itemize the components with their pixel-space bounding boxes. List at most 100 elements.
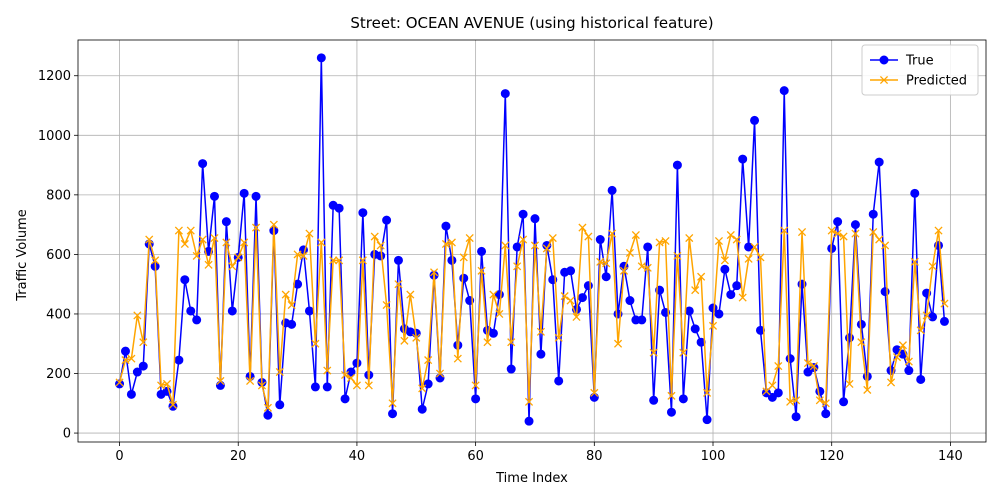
x-marker-stroke [204, 260, 213, 269]
x-marker-stroke [792, 396, 801, 405]
data-point-true [334, 203, 344, 213]
data-point-predicted [424, 356, 433, 365]
data-point-true [791, 412, 801, 422]
x-marker-stroke [133, 311, 142, 320]
data-point-predicted [489, 290, 498, 299]
x-marker-stroke [744, 254, 753, 263]
x-tick-label: 100 [701, 449, 726, 464]
data-point-predicted [708, 321, 718, 330]
x-tick-label: 60 [467, 449, 484, 464]
data-point-true [845, 333, 855, 343]
x-marker-stroke [815, 396, 824, 405]
x-marker-stroke [346, 373, 356, 383]
data-point-true [726, 290, 736, 300]
data-point-predicted [121, 356, 130, 365]
data-point-true [239, 188, 249, 198]
data-point-true [388, 409, 398, 419]
data-point-predicted [412, 333, 421, 342]
data-point-predicted [554, 333, 563, 342]
x-marker-stroke [376, 241, 385, 250]
x-marker-stroke [916, 326, 925, 335]
x-marker-stroke [174, 226, 183, 235]
data-point-true [518, 209, 528, 219]
series-line-predicted [118, 223, 946, 409]
data-point-true [803, 367, 813, 377]
x-marker-stroke [257, 381, 267, 390]
x-marker-stroke [584, 232, 593, 241]
data-point-true [649, 395, 659, 405]
legend-marker [879, 55, 889, 65]
data-point-predicted [792, 396, 801, 405]
x-marker-stroke [756, 253, 765, 262]
x-marker-stroke [192, 251, 201, 260]
x-marker-stroke [483, 338, 492, 347]
data-point-predicted [809, 362, 818, 371]
x-marker-stroke [934, 226, 943, 235]
data-point-predicted [519, 235, 528, 244]
data-point-true [939, 316, 949, 326]
data-point-true [477, 246, 487, 256]
data-point-predicted [115, 378, 124, 387]
data-point-predicted [857, 338, 866, 347]
data-point-true [358, 208, 368, 218]
data-point-true [577, 293, 587, 303]
data-point-true [132, 367, 142, 377]
x-marker-stroke [477, 266, 486, 275]
data-point-predicted [501, 241, 510, 250]
data-point-true [601, 272, 611, 282]
data-point-predicted [251, 223, 261, 232]
data-point-predicted [240, 238, 249, 247]
data-point-predicted [394, 280, 403, 289]
series-predicted [115, 220, 949, 412]
data-point-true [275, 400, 285, 410]
x-marker-stroke [394, 280, 403, 289]
data-point-predicted [881, 241, 890, 250]
x-marker-stroke [821, 399, 830, 408]
data-point-predicted [732, 235, 741, 244]
x-marker-stroke [637, 262, 646, 271]
data-point-true [904, 366, 914, 376]
data-point-predicted [430, 268, 439, 277]
x-marker-stroke [940, 299, 949, 308]
data-point-true [346, 367, 356, 377]
series-line-true [118, 57, 946, 422]
data-point-predicted [886, 378, 896, 387]
data-point-predicted [685, 233, 694, 243]
data-point-predicted [358, 256, 367, 265]
data-point-true [120, 346, 130, 356]
data-point-predicted [293, 250, 302, 259]
x-marker-stroke [613, 339, 623, 348]
x-tick-label: 40 [349, 449, 366, 464]
x-marker-stroke [572, 312, 581, 321]
data-point-predicted [916, 326, 925, 335]
data-point-predicted [335, 256, 344, 265]
data-point-predicted [578, 223, 587, 232]
x-marker-stroke [388, 399, 397, 408]
data-point-predicted [162, 379, 172, 388]
x-marker-stroke [673, 251, 682, 260]
data-point-true [625, 296, 635, 306]
x-marker-stroke [845, 379, 854, 388]
data-point-predicted [323, 366, 332, 375]
data-point-true [750, 115, 760, 125]
x-marker-stroke [608, 229, 617, 238]
data-point-predicted [299, 251, 308, 260]
x-marker-stroke [222, 238, 231, 247]
x-marker-stroke [198, 235, 207, 244]
x-marker-stroke [263, 403, 272, 412]
x-marker-stroke [892, 353, 902, 362]
x-marker-stroke [685, 233, 694, 243]
data-point-predicted [697, 272, 706, 281]
data-point-predicted [507, 338, 516, 347]
x-marker-stroke [447, 238, 456, 247]
x-marker-stroke [566, 296, 575, 305]
data-point-true [435, 373, 445, 383]
data-point-predicted [619, 266, 629, 275]
data-point-predicted [180, 239, 189, 249]
x-marker-stroke [625, 248, 634, 257]
data-point-true [310, 382, 320, 392]
x-marker-stroke [370, 232, 379, 241]
data-point-predicted [542, 244, 551, 253]
data-point-predicted [257, 381, 267, 390]
data-point-true [180, 275, 190, 285]
